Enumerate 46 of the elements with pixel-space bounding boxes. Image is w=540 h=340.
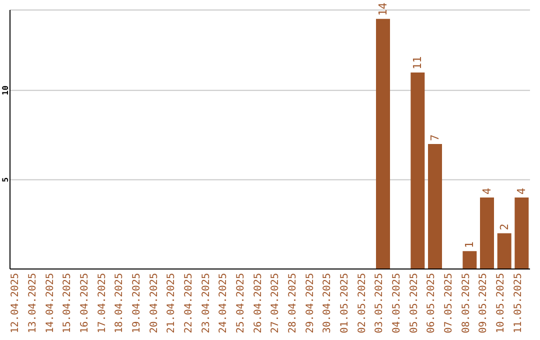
x-tick-label: 01.05.2025	[340, 273, 350, 334]
x-tick-label: 08.05.2025	[460, 273, 472, 334]
data-label: 14	[376, 2, 390, 16]
bar	[497, 233, 512, 269]
data-label: 1	[463, 242, 476, 248]
x-tick-label: 27.04.2025	[270, 273, 282, 334]
x-tick-label: 20.04.2025	[148, 273, 160, 334]
x-tick-label: 18.04.2025	[114, 273, 126, 334]
data-label: 11	[411, 56, 424, 70]
x-tick-label: 11.05.2025	[512, 273, 524, 334]
x-tick-label: 07.05.2025	[444, 273, 454, 334]
bar	[462, 251, 477, 269]
x-tick-label: 26.04.2025	[252, 273, 264, 334]
x-tick-label: 23.04.2025	[200, 273, 212, 334]
x-tick-label: 13.04.2025	[28, 273, 38, 334]
x-tick-label: 06.05.2025	[426, 273, 438, 334]
data-label: 2	[498, 224, 511, 230]
x-tick-label: 16.04.2025	[80, 273, 90, 334]
x-tick-label: 03.05.2025	[374, 273, 386, 334]
x-tick-label: 19.04.2025	[132, 273, 142, 334]
y-tick-label: 10	[1, 85, 10, 96]
bar	[428, 144, 442, 269]
bar	[410, 72, 425, 269]
x-tick-label: 22.04.2025	[184, 273, 194, 334]
x-tick-label: 12.04.2025	[10, 273, 22, 334]
bar	[480, 198, 494, 269]
x-tick-label: 24.04.2025	[218, 273, 230, 334]
x-tick-label: 05.05.2025	[408, 273, 420, 334]
bar	[514, 198, 529, 269]
data-label: 7	[428, 134, 442, 141]
data-label: 4	[515, 188, 528, 195]
x-tick-label: 10.05.2025	[496, 273, 506, 334]
x-tick-label: 28.04.2025	[288, 273, 298, 334]
x-tick-label: 14.04.2025	[44, 273, 56, 334]
x-tick-label: 09.05.2025	[478, 273, 490, 334]
x-tick-label: 17.04.2025	[96, 273, 108, 334]
bar	[376, 18, 390, 269]
x-tick-label: 15.04.2025	[62, 273, 74, 334]
x-tick-label: 30.04.2025	[322, 273, 334, 334]
x-tick-label: 25.04.2025	[236, 273, 246, 334]
y-tick-label: 5	[1, 177, 10, 182]
x-tick-label: 04.05.2025	[392, 273, 402, 334]
x-tick-label: 29.04.2025	[304, 273, 316, 334]
data-label: 4	[480, 188, 494, 195]
x-tick-label: 02.05.2025	[356, 273, 368, 334]
x-tick-label: 21.04.2025	[166, 273, 178, 334]
